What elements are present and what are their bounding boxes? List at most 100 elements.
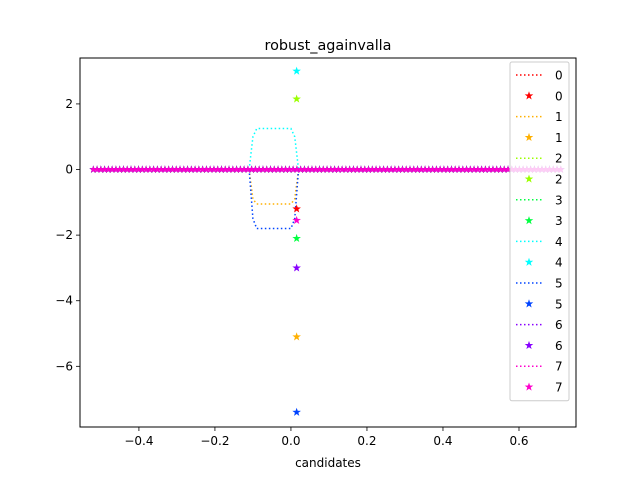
zero-marker <box>466 165 475 173</box>
zero-marker <box>492 165 501 173</box>
y-tick-label: 0 <box>65 163 73 177</box>
legend-marker-2 <box>524 174 534 183</box>
legend-label: 0 <box>555 69 563 83</box>
series-line-1 <box>248 169 300 205</box>
zero-marker <box>202 165 211 173</box>
x-tick-label: −0.2 <box>200 434 229 448</box>
zero-marker <box>360 165 369 173</box>
zero-marker <box>228 165 237 173</box>
legend-label: 0 <box>555 89 563 103</box>
zero-marker <box>176 165 184 173</box>
zero-marker <box>217 165 226 173</box>
legend-label: 5 <box>555 277 563 291</box>
zero-marker <box>440 165 448 173</box>
zero-marker <box>172 165 181 173</box>
legend-marker-4 <box>524 257 534 266</box>
zero-marker <box>247 165 256 173</box>
series-point-4 <box>292 66 301 75</box>
zero-marker <box>409 165 418 173</box>
zero-marker <box>311 165 320 173</box>
legend: 0 0 1 1 2 2 3 3 4 4 5 5 6 6 7 7 <box>509 61 570 402</box>
zero-marker <box>398 165 407 173</box>
zero-marker <box>115 165 124 173</box>
zero-marker <box>338 165 346 173</box>
zero-marker <box>134 165 143 173</box>
zero-marker <box>485 165 493 173</box>
zero-marker <box>296 165 305 173</box>
legend-label: 4 <box>555 235 563 249</box>
zero-marker <box>308 165 316 173</box>
zero-marker <box>436 165 444 173</box>
zero-marker <box>153 165 162 173</box>
legend-label: 6 <box>555 318 563 332</box>
zero-marker <box>345 165 354 173</box>
zero-marker <box>391 165 399 173</box>
legend-marker-0 <box>524 91 534 100</box>
legend-box <box>509 61 570 402</box>
zero-marker <box>462 165 471 173</box>
zero-marker <box>127 165 135 173</box>
zero-marker <box>164 165 173 173</box>
legend-label: 6 <box>555 339 563 353</box>
y-tick-label: −4 <box>55 294 73 308</box>
x-tick-label: 0.0 <box>281 434 300 448</box>
zero-marker <box>191 165 199 173</box>
zero-marker <box>357 165 365 173</box>
zero-marker <box>504 165 512 173</box>
series-point-5 <box>292 407 301 416</box>
zero-marker <box>278 165 286 173</box>
zero-marker <box>119 165 128 173</box>
zero-marker <box>123 165 132 173</box>
legend-label: 5 <box>555 297 563 311</box>
zero-marker <box>225 165 233 173</box>
zero-marker <box>379 165 388 173</box>
zero-marker <box>327 165 335 173</box>
zero-marker <box>259 165 267 173</box>
zero-marker <box>372 165 380 173</box>
zero-marker <box>489 165 497 173</box>
series-point-3 <box>292 233 301 243</box>
zero-marker <box>89 165 98 173</box>
legend-marker-6 <box>524 340 534 350</box>
legend-label: 4 <box>555 256 563 270</box>
zero-marker <box>251 165 260 173</box>
zero-marker <box>323 165 331 173</box>
zero-marker <box>146 165 154 173</box>
zero-marker <box>330 165 339 173</box>
zero-marker <box>451 165 460 173</box>
zero-marker <box>402 165 411 173</box>
zero-marker <box>112 165 120 173</box>
zero-marker <box>474 165 482 173</box>
zero-marker <box>289 165 297 173</box>
zero-marker <box>417 165 426 173</box>
zero-marker <box>183 165 192 173</box>
series-point-6 <box>292 263 301 272</box>
x-tick-label: 0.6 <box>509 434 528 448</box>
zero-marker <box>187 165 196 173</box>
x-axis-label: candidates <box>295 456 361 470</box>
legend-marker-1 <box>524 132 534 142</box>
zero-marker <box>168 165 177 173</box>
zero-marker <box>477 165 486 173</box>
legend-marker-5 <box>524 299 534 308</box>
series-point-2 <box>292 94 301 103</box>
zero-marker <box>157 165 165 173</box>
zero-marker <box>413 165 422 173</box>
zero-marker <box>161 165 169 173</box>
zero-marker <box>138 165 147 173</box>
zero-marker <box>266 165 275 173</box>
zero-marker <box>432 165 441 173</box>
zero-marker <box>100 165 109 173</box>
zero-marker <box>376 165 384 173</box>
zero-marker <box>500 165 509 173</box>
y-tick-label: 2 <box>65 97 73 111</box>
zero-marker <box>149 165 158 173</box>
zero-marker <box>198 165 207 173</box>
zero-marker <box>97 165 105 173</box>
zero-marker <box>195 165 203 173</box>
legend-label: 1 <box>555 131 563 145</box>
x-tick-label: −0.4 <box>124 434 153 448</box>
zero-marker <box>368 165 377 173</box>
zero-marker <box>244 165 252 173</box>
